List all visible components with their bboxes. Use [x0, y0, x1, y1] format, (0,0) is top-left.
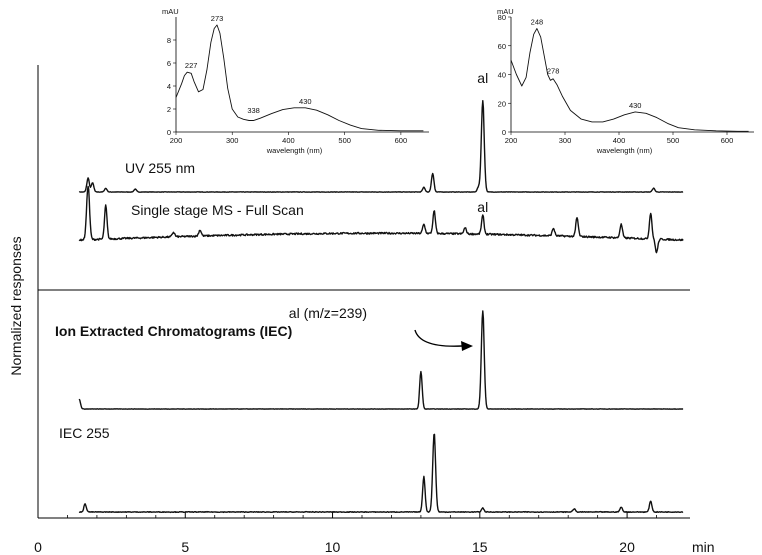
inset-peak-label: 248 [531, 18, 544, 27]
inset-y-tick-label: 0 [167, 128, 171, 137]
main-traces [78, 99, 684, 514]
trace-label: IEC 255 [59, 425, 110, 441]
inset-x-tick-label: 400 [613, 136, 626, 145]
inset-x-tick-label: 200 [505, 136, 518, 145]
main-x-tick-label: 15 [472, 539, 488, 555]
trace-label: Ion Extracted Chromatograms (IEC) [55, 323, 292, 339]
main-x-axis-unit: min [692, 539, 715, 555]
inset-peak-label: 430 [299, 97, 312, 106]
trace-label: UV 255 nm [125, 160, 195, 176]
main-trace-labels: UV 255 nm Single stage MS - Full Scan Ion … [55, 160, 304, 441]
inset-x-tick-label: 400 [282, 136, 295, 145]
inset-y-tick-label: 0 [502, 128, 506, 137]
inset-x-tick-label: 300 [226, 136, 239, 145]
uv-spectrum-inset-right: mAU wavelength (nm) 200 300 400 500 600 0 20 40 60… [497, 7, 754, 155]
inset-y-tick-label: 6 [167, 59, 171, 68]
trace-label: Single stage MS - Full Scan [131, 202, 304, 218]
inset-peak-label: 338 [247, 106, 260, 115]
trace-line [78, 99, 684, 193]
main-peak-annotations: al al al (m/z=239) [289, 70, 488, 321]
iec-arrow [414, 329, 473, 351]
inset-y-tick-label: 20 [498, 99, 506, 108]
trace-line [78, 185, 684, 254]
inset-x-tick-label: 300 [559, 136, 572, 145]
inset-y-tick-label: 2 [167, 105, 171, 114]
uv-spectrum-inset-left: mAU wavelength (nm) 200 300 400 500 600 0 2 4 6 8 22… [162, 7, 429, 155]
inset-peak-label: 278 [547, 66, 560, 75]
peak-annotation: al [477, 70, 488, 86]
iec-arrow-head [461, 341, 473, 351]
main-chromatogram-plot: Normalized responses min 0 5 10 15 20 UV 255… [8, 65, 715, 555]
inset-y-axis-label: mAU [497, 7, 514, 16]
trace-line [78, 310, 684, 410]
inset-y-tick-label: 8 [167, 36, 171, 45]
inset-x-axis-label: wavelength (nm) [596, 146, 653, 155]
main-x-tick-label: 0 [34, 539, 42, 555]
main-x-ticks: 0 5 10 15 20 [34, 512, 657, 555]
trace-line [78, 433, 684, 514]
inset-peak-label: 273 [211, 14, 224, 23]
inset-x-axis-label: wavelength (nm) [266, 146, 323, 155]
inset-x-tick-label: 600 [721, 136, 734, 145]
main-y-axis-label: Normalized responses [8, 236, 24, 375]
inset-y-tick-label: 80 [498, 13, 506, 22]
inset-x-tick-label: 500 [667, 136, 680, 145]
main-x-tick-label: 20 [619, 539, 635, 555]
inset-peak-label: 430 [629, 101, 642, 110]
inset-x-tick-label: 500 [338, 136, 351, 145]
inset-spectrum-line [510, 28, 749, 132]
inset-peak-label: 227 [185, 61, 198, 70]
inset-y-tick-label: 4 [167, 82, 171, 91]
peak-annotation: al (m/z=239) [289, 305, 367, 321]
peak-annotation: al [477, 199, 488, 215]
inset-y-tick-label: 60 [498, 42, 506, 51]
inset-y-tick-label: 40 [498, 71, 506, 80]
iec-arrow-curve [414, 329, 463, 347]
main-x-tick-label: 5 [181, 539, 189, 555]
inset-x-tick-label: 200 [170, 136, 183, 145]
main-x-tick-label: 10 [325, 539, 341, 555]
inset-spectrum-line [175, 24, 424, 132]
inset-y-axis-label: mAU [162, 7, 179, 16]
inset-x-tick-label: 600 [395, 136, 408, 145]
